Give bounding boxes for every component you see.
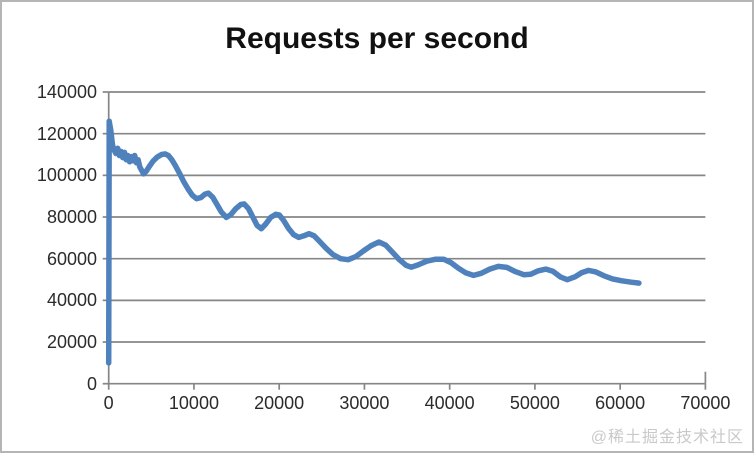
x-tick-label: 40000 <box>424 393 475 413</box>
x-tick-label: 50000 <box>509 393 560 413</box>
x-tick-label: 60000 <box>595 393 646 413</box>
x-tick-label: 20000 <box>254 393 305 413</box>
y-tick-label: 60000 <box>46 248 97 269</box>
y-tick-label: 40000 <box>46 290 97 311</box>
x-tick-label: 10000 <box>168 393 219 413</box>
y-tick-label: 0 <box>86 373 97 394</box>
watermark: @稀土掘金技术社区 <box>590 429 744 446</box>
x-tick-label: 70000 <box>680 393 731 413</box>
y-tick-label: 140000 <box>36 82 97 102</box>
series-line <box>105 118 642 366</box>
y-tick-label: 20000 <box>46 332 97 353</box>
chart-title: Requests per second <box>225 22 529 55</box>
y-tick-label: 100000 <box>36 165 97 186</box>
x-tick-label: 0 <box>103 393 114 413</box>
x-tick-label: 30000 <box>339 393 390 413</box>
y-tick-label: 120000 <box>36 123 97 144</box>
y-tick-label: 80000 <box>46 207 97 227</box>
